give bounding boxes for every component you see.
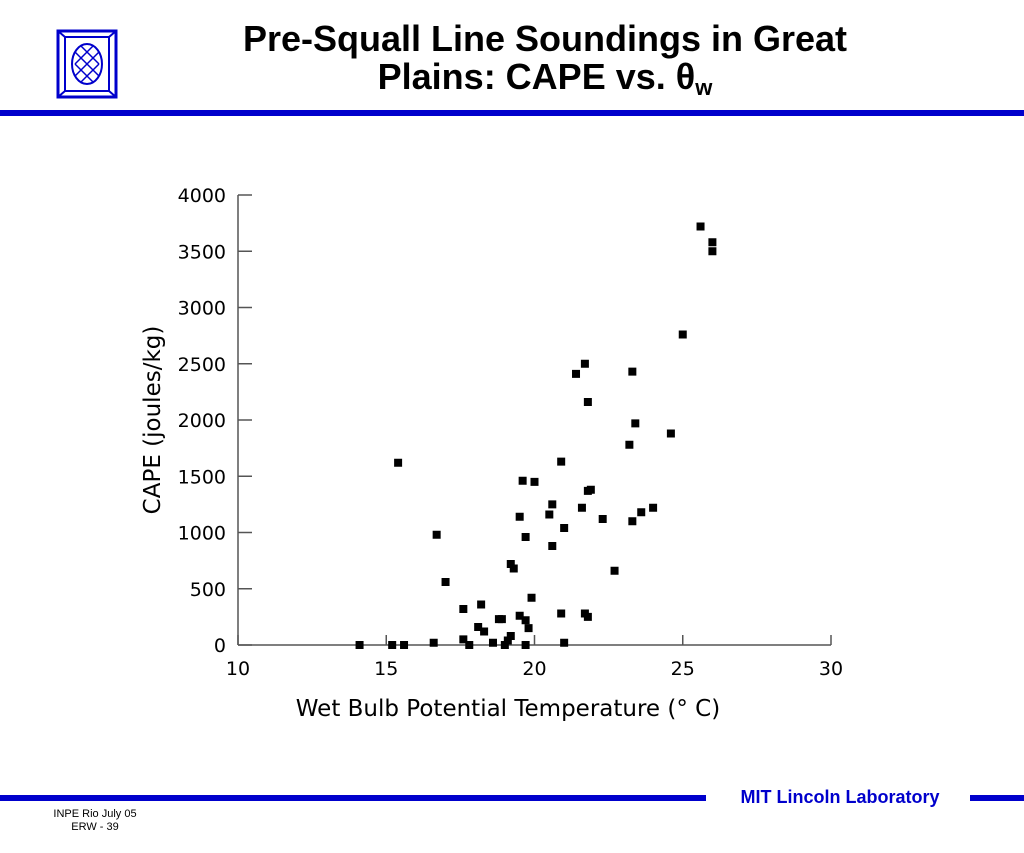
data-point bbox=[625, 440, 634, 449]
y-tick-label: 2500 bbox=[178, 354, 226, 376]
data-point bbox=[518, 476, 527, 485]
y-tick-label: 4000 bbox=[178, 185, 226, 207]
top-divider bbox=[0, 110, 1024, 116]
data-point bbox=[598, 515, 607, 523]
data-point bbox=[530, 477, 539, 486]
data-point bbox=[521, 533, 530, 541]
y-tick-label: 1500 bbox=[178, 466, 226, 488]
data-point bbox=[521, 641, 530, 649]
x-tick-label: 10 bbox=[226, 658, 250, 680]
data-point bbox=[708, 238, 717, 247]
data-point bbox=[521, 616, 530, 625]
data-point bbox=[394, 458, 403, 467]
data-point bbox=[524, 624, 533, 633]
data-point bbox=[631, 419, 640, 428]
data-point bbox=[583, 612, 592, 621]
lab-logo-icon bbox=[56, 29, 118, 99]
footer-line-2: ERW - 39 bbox=[71, 821, 119, 833]
data-point bbox=[506, 560, 515, 568]
data-point bbox=[610, 566, 619, 575]
data-point bbox=[560, 638, 569, 647]
data-point bbox=[572, 369, 581, 378]
x-axis-label: Wet Bulb Potential Temperature (° C) bbox=[296, 696, 720, 722]
data-point bbox=[666, 429, 675, 438]
data-point bbox=[388, 641, 397, 649]
data-point bbox=[548, 500, 557, 509]
data-point bbox=[355, 641, 364, 649]
bottom-divider-right bbox=[970, 795, 1024, 801]
data-point bbox=[637, 508, 646, 517]
y-tick-label: 3500 bbox=[178, 241, 226, 263]
data-point bbox=[459, 605, 468, 613]
slide-footer: INPE Rio July 05 ERW - 39 bbox=[30, 808, 160, 834]
data-point bbox=[515, 512, 524, 521]
data-point bbox=[678, 330, 687, 339]
data-point bbox=[515, 611, 524, 620]
data-point bbox=[506, 632, 515, 640]
data-point bbox=[577, 503, 586, 512]
x-tick-label: 15 bbox=[374, 658, 398, 680]
data-point bbox=[557, 609, 566, 618]
data-point bbox=[708, 247, 717, 256]
x-tick-label: 30 bbox=[819, 658, 843, 680]
data-point bbox=[649, 503, 658, 512]
data-point bbox=[628, 517, 637, 526]
data-point bbox=[503, 636, 512, 645]
data-point bbox=[429, 638, 438, 647]
data-point bbox=[400, 641, 409, 649]
y-tick-label: 1000 bbox=[178, 523, 226, 545]
data-point bbox=[586, 485, 595, 494]
data-point bbox=[488, 638, 497, 647]
data-point bbox=[545, 510, 554, 519]
data-point bbox=[432, 530, 441, 539]
data-point bbox=[560, 524, 569, 532]
x-tick-label: 25 bbox=[671, 658, 695, 680]
chart-points bbox=[355, 222, 717, 649]
data-point bbox=[474, 623, 483, 631]
data-point bbox=[509, 564, 518, 573]
lab-name: MIT Lincoln Laboratory bbox=[740, 787, 940, 807]
y-tick-label: 0 bbox=[214, 635, 226, 657]
data-point bbox=[480, 627, 489, 636]
y-tick-label: 500 bbox=[190, 579, 226, 601]
y-tick-label: 3000 bbox=[178, 298, 226, 320]
data-point bbox=[548, 542, 557, 550]
data-point bbox=[465, 641, 474, 649]
data-point bbox=[459, 635, 468, 644]
bottom-divider-left bbox=[0, 795, 706, 801]
title-line-1: Pre-Squall Line Soundings in Great bbox=[242, 18, 848, 59]
y-tick-label: 2000 bbox=[178, 410, 226, 432]
x-tick-label: 20 bbox=[522, 658, 546, 680]
data-point bbox=[557, 457, 566, 466]
data-point bbox=[696, 222, 705, 231]
data-point bbox=[497, 615, 506, 624]
data-point bbox=[441, 578, 450, 586]
title-line-2-text: Plains: CAPE vs. θ bbox=[377, 56, 696, 97]
title-line-2: Plains: CAPE vs. θw bbox=[140, 58, 950, 107]
data-point bbox=[477, 600, 486, 609]
data-point bbox=[628, 367, 637, 376]
y-axis-label: CAPE (joules/kg) bbox=[140, 326, 166, 515]
data-point bbox=[527, 593, 536, 602]
slide-title: Pre-Squall Line Soundings in Great Plain… bbox=[140, 20, 950, 107]
data-point bbox=[583, 398, 592, 406]
data-point bbox=[580, 359, 589, 368]
footer-line-1: INPE Rio July 05 bbox=[53, 808, 137, 820]
title-subscript: w bbox=[695, 75, 713, 100]
chart-axes: 0 500 1000 1500 2000 2500 3000 3500 4000 10 15 20 25… bbox=[178, 185, 843, 680]
data-point bbox=[500, 641, 509, 649]
